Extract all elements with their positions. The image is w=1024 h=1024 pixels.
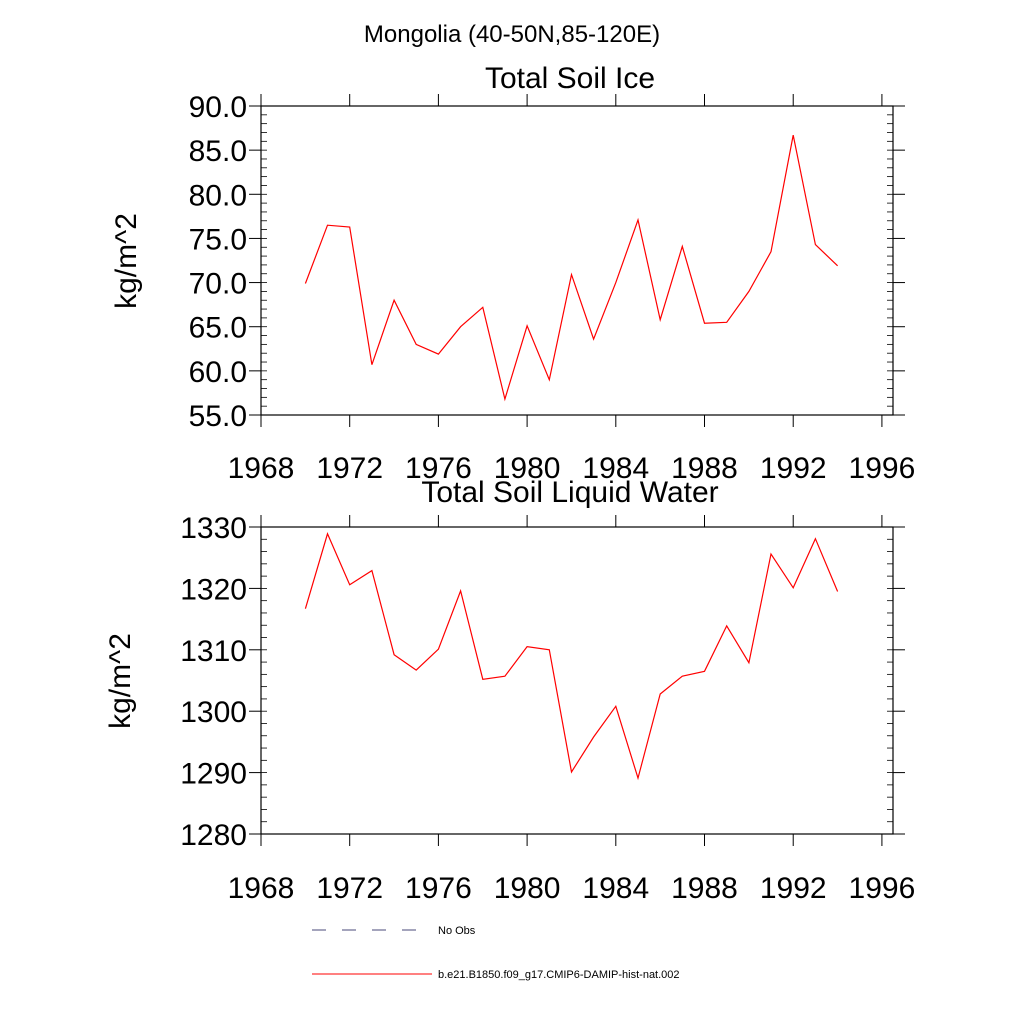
y-axis-label: kg/m^2 [104,633,137,729]
legend-label: No Obs [438,925,476,937]
x-tick-label: 1976 [405,452,472,485]
chart-title: Total Soil Liquid Water [421,476,718,509]
y-tick-label: 90.0 [189,91,247,124]
y-tick-label: 1300 [180,696,247,729]
plot-frame [260,105,894,416]
x-tick-label: 1972 [316,872,383,905]
legend-item-obs: No Obs [312,925,476,937]
y-tick-label: 70.0 [189,268,247,301]
x-tick-label: 1968 [228,872,295,905]
legend: No Obs b.e21.B1850.f09_g17.CMIP6-DAMIP-h… [312,925,680,981]
figure-suptitle: Mongolia (40-50N,85-120E) [364,21,660,48]
chart-panel-soil-liquid-water: Total Soil Liquid Water kg/m^2 1968 1972 1… [104,476,915,905]
x-tick-label: 1988 [671,872,738,905]
y-tick-label: 1280 [180,819,247,852]
y-tick-label: 1330 [180,512,247,545]
y-tick-label: 65.0 [189,312,247,345]
x-tick-label: 1976 [405,872,472,905]
x-tick-label: 1984 [582,872,649,905]
y-tick-label: 1320 [180,573,247,606]
y-tick-label: 75.0 [189,223,247,256]
x-tick-label: 1972 [316,452,383,485]
y-tick-label: 55.0 [189,400,247,433]
y-tick-label: 1290 [180,758,247,791]
plot-frame [260,526,894,835]
y-tick-label: 85.0 [189,135,247,168]
x-tick-label: 1996 [849,452,916,485]
x-tick-label: 1968 [228,452,295,485]
x-tick-label: 1988 [671,452,738,485]
x-tick-label: 1980 [494,872,561,905]
x-tick-label: 1992 [760,872,827,905]
y-tick-label: 60.0 [189,356,247,389]
x-tick-label: 1996 [849,872,916,905]
x-tick-label: 1980 [494,452,561,485]
x-tick-label: 1984 [582,452,649,485]
x-tick-label: 1992 [760,452,827,485]
y-tick-label: 1310 [180,635,247,668]
series-line [304,532,839,781]
legend-label: b.e21.B1850.f09_g17.CMIP6-DAMIP-hist-nat… [438,969,680,981]
series-line [304,134,839,402]
chart-title: Total Soil Ice [485,62,655,95]
y-tick-label: 80.0 [189,179,247,212]
y-axis-label: kg/m^2 [110,213,143,309]
legend-item-model: b.e21.B1850.f09_g17.CMIP6-DAMIP-hist-nat… [312,969,680,981]
chart-panel-soil-ice: Total Soil Ice kg/m^2 1968 1972 1976 1980 19… [110,62,915,485]
